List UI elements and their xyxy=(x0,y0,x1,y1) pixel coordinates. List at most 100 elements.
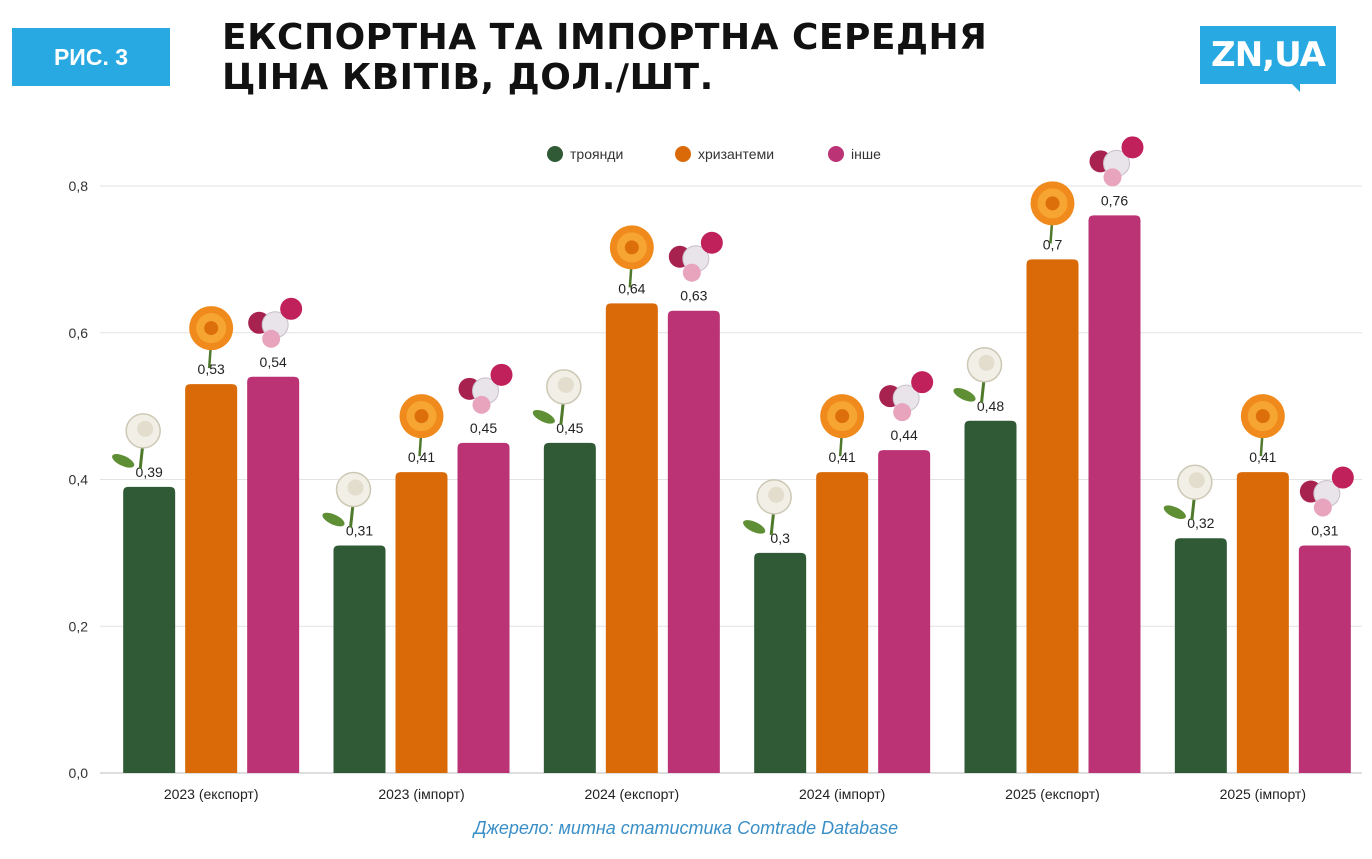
chrysanthemum-icon xyxy=(1030,181,1075,244)
y-tick-label: 0,4 xyxy=(69,472,89,488)
chrysanthemum-center xyxy=(835,409,850,424)
chrysanthemum-icon xyxy=(189,306,234,369)
bar xyxy=(1174,538,1227,773)
rose-icon xyxy=(322,471,372,528)
x-tick-label: 2024 (імпорт) xyxy=(799,786,885,802)
data-label: 0,54 xyxy=(260,354,287,370)
bouquet-icon xyxy=(458,363,513,414)
bar xyxy=(1236,472,1289,773)
chrysanthemum-center xyxy=(414,409,429,424)
data-label: 0,41 xyxy=(1249,449,1276,465)
bar xyxy=(878,450,931,773)
legend-label: інше xyxy=(851,146,881,162)
figure-badge: РИС. 3 xyxy=(12,28,170,86)
bar xyxy=(605,303,658,773)
bar xyxy=(816,472,869,773)
bouquet-icon xyxy=(879,371,934,422)
title-line-1: ЕКСПОРТНА ТА ІМПОРТНА СЕРЕДНЯ xyxy=(222,17,988,58)
chrysanthemum-icon xyxy=(399,394,444,457)
rose-center xyxy=(978,354,995,371)
bar xyxy=(247,376,300,773)
bouquet-icon xyxy=(1299,466,1354,517)
x-tick-label: 2024 (експорт) xyxy=(584,786,679,802)
x-tick-label: 2023 (експорт) xyxy=(164,786,259,802)
data-label: 0,31 xyxy=(1311,523,1338,539)
bar xyxy=(395,472,448,773)
x-tick-label: 2023 (імпорт) xyxy=(378,786,464,802)
bouquet-flower xyxy=(1121,136,1144,159)
bouquet-flower xyxy=(472,395,491,414)
chrysanthemum-icon xyxy=(609,225,654,288)
rose-icon xyxy=(1163,464,1213,521)
bouquet-flower xyxy=(262,329,281,348)
data-label: 0,45 xyxy=(556,420,583,436)
rose-icon xyxy=(953,347,1003,403)
data-label: 0,7 xyxy=(1043,236,1063,252)
legend-marker xyxy=(675,146,691,162)
rose-leaf xyxy=(322,512,345,527)
bouquet-flower xyxy=(1313,498,1332,517)
bouquet-flower xyxy=(490,363,513,386)
bouquet-flower xyxy=(1331,466,1354,489)
data-label: 0,53 xyxy=(198,361,225,377)
chart-title: ЕКСПОРТНА ТА ІМПОРТНА СЕРЕДНЯ ЦІНА КВІТІ… xyxy=(222,18,1122,98)
bar xyxy=(185,384,238,773)
rose-center xyxy=(557,376,574,393)
y-tick-label: 0,8 xyxy=(69,178,89,194)
rose-center xyxy=(137,420,154,437)
rose-leaf xyxy=(112,454,135,468)
bouquet-icon xyxy=(668,231,723,282)
data-label: 0,63 xyxy=(680,288,707,304)
data-label: 0,32 xyxy=(1187,515,1214,531)
bouquet-flower xyxy=(893,403,912,422)
x-tick-label: 2025 (імпорт) xyxy=(1220,786,1306,802)
chrysanthemum-center xyxy=(204,321,219,336)
source-note: Джерело: митна статистика Comtrade Datab… xyxy=(473,818,899,838)
bar xyxy=(333,545,386,773)
bouquet-icon xyxy=(248,297,303,348)
data-label: 0,41 xyxy=(829,449,856,465)
chrysanthemum-center xyxy=(1255,409,1270,424)
bar xyxy=(754,552,807,773)
rose-leaf xyxy=(953,387,976,402)
rose-icon xyxy=(112,413,161,469)
data-label: 0,45 xyxy=(470,420,497,436)
chrysanthemum-center xyxy=(1045,196,1060,211)
bouquet-flower xyxy=(1103,168,1122,187)
rose-leaf xyxy=(532,410,555,424)
rose-icon xyxy=(743,479,792,536)
rose-leaf xyxy=(743,520,766,534)
bouquet-icon xyxy=(1089,136,1144,187)
data-label: 0,3 xyxy=(770,530,790,546)
y-tick-label: 0,6 xyxy=(69,325,89,341)
legend-label: хризантеми xyxy=(698,146,774,162)
bouquet-flower xyxy=(911,371,934,394)
bar xyxy=(543,442,596,773)
data-label: 0,39 xyxy=(136,464,163,480)
bar xyxy=(1088,215,1141,774)
logo-tail-decoration xyxy=(1290,82,1300,92)
data-label: 0,31 xyxy=(346,523,373,539)
chrysanthemum-icon xyxy=(1240,394,1285,457)
bar xyxy=(123,486,176,773)
legend-marker xyxy=(547,146,563,162)
rose-leaf xyxy=(1163,505,1186,520)
chrysanthemum-center xyxy=(624,240,639,255)
bar xyxy=(1298,545,1351,773)
y-tick-label: 0,2 xyxy=(69,618,89,634)
bouquet-flower xyxy=(280,297,303,320)
data-label: 0,48 xyxy=(977,398,1004,414)
bar xyxy=(964,420,1017,773)
data-label: 0,44 xyxy=(891,427,918,443)
chrysanthemum-icon xyxy=(820,394,865,457)
data-label: 0,41 xyxy=(408,449,435,465)
legend-marker xyxy=(828,146,844,162)
bouquet-flower xyxy=(700,231,723,254)
brand-logo[interactable]: ZN,UA xyxy=(1200,26,1336,84)
y-tick-label: 0,0 xyxy=(69,765,89,781)
bar xyxy=(667,310,720,773)
x-tick-label: 2025 (експорт) xyxy=(1005,786,1100,802)
bouquet-flower xyxy=(682,263,701,282)
legend-label: троянди xyxy=(570,146,623,162)
